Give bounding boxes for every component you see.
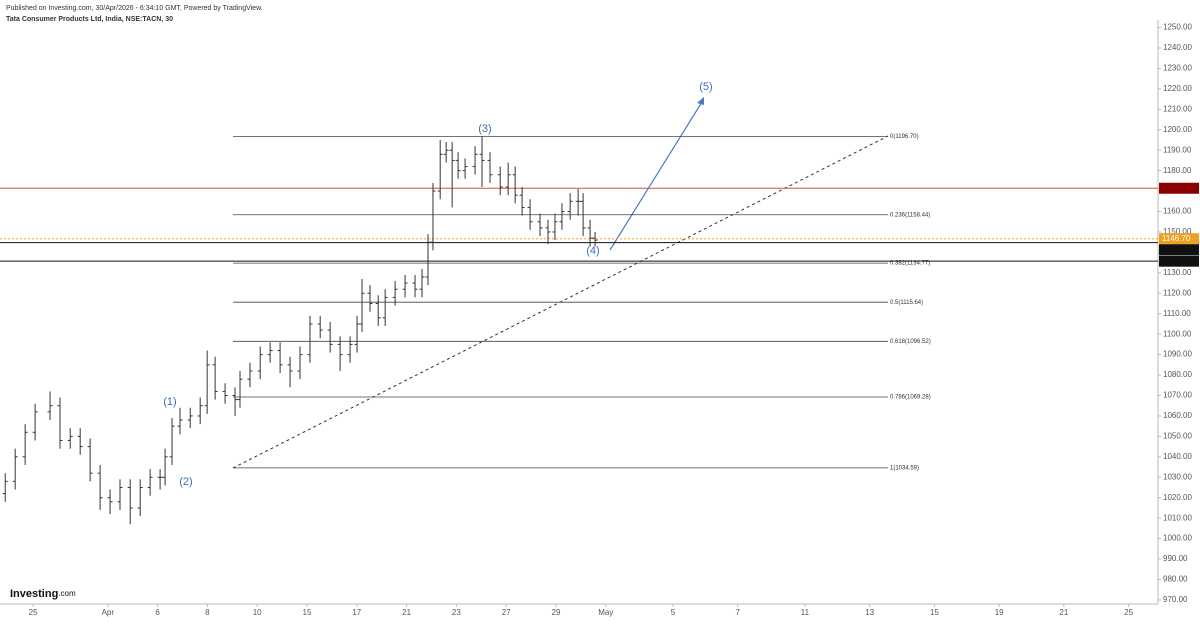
fib-label: 0.382(1134.77)	[890, 261, 930, 267]
y-tick-label: 1130.00	[1163, 268, 1192, 277]
price-box	[1159, 233, 1199, 245]
x-tick-label: 25	[1124, 608, 1133, 617]
fib-label: 0.786(1069.28)	[890, 395, 931, 401]
x-tick-label: May	[598, 608, 613, 617]
x-tick-label: 29	[552, 608, 561, 617]
y-tick-label: 1100.00	[1163, 329, 1192, 338]
y-tick-label: 1020.00	[1163, 493, 1192, 502]
y-tick-label: 1030.00	[1163, 472, 1192, 481]
y-tick-label: 1040.00	[1163, 452, 1192, 461]
y-tick-label: 1050.00	[1163, 431, 1192, 440]
x-tick-label: 21	[402, 608, 411, 617]
x-tick-label: 7	[735, 608, 740, 617]
logo: Investing.com	[10, 588, 76, 600]
y-tick-label: 1160.00	[1163, 207, 1192, 216]
fib-label: 1(1034.59)	[890, 465, 919, 471]
logo-brand: Investing	[10, 588, 58, 600]
x-tick-label: 17	[352, 608, 361, 617]
price-box-label: 1146.70	[1162, 234, 1191, 243]
fib-label: 0(1196.70)	[890, 134, 919, 140]
y-tick-label: 1230.00	[1163, 64, 1192, 73]
wave-label: (3)	[478, 123, 491, 135]
x-tick-label: 27	[502, 608, 511, 617]
y-tick-label: 1010.00	[1163, 513, 1192, 522]
y-tick-label: 1240.00	[1163, 43, 1192, 52]
wave-label: (2)	[179, 476, 192, 488]
logo-suffix: .com	[58, 589, 76, 598]
arrow-head	[697, 97, 704, 105]
fib-label: 0.236(1158.44)	[890, 212, 930, 218]
y-tick-label: 1180.00	[1163, 166, 1192, 175]
wave-label: (1)	[163, 396, 176, 408]
y-tick-label: 1150.00	[1163, 227, 1192, 236]
x-tick-label: 15	[930, 608, 939, 617]
fib-label: 0.5(1115.64)	[890, 300, 923, 306]
y-tick-label: 1250.00	[1163, 23, 1192, 32]
x-tick-label: 10	[253, 608, 262, 617]
y-tick-label: 1090.00	[1163, 350, 1192, 359]
y-tick-label: 1000.00	[1163, 534, 1192, 543]
symbol-title: Tata Consumer Products Ltd, India, NSE:T…	[6, 16, 173, 23]
y-tick-label: 1200.00	[1163, 125, 1192, 134]
y-tick-label: 1190.00	[1163, 145, 1192, 154]
published-note: Published on Investing.com, 30/Apr/2026 …	[6, 5, 263, 12]
y-tick-label: 1060.00	[1163, 411, 1192, 420]
x-tick-label: 15	[303, 608, 312, 617]
x-tick-label: 13	[865, 608, 874, 617]
y-tick-label: 1120.00	[1163, 288, 1192, 297]
y-tick-label: 980.00	[1163, 575, 1188, 584]
x-tick-label: 5	[671, 608, 676, 617]
x-tick-label: 25	[29, 608, 38, 617]
x-tick-label: 23	[452, 608, 461, 617]
x-tick-label: 19	[995, 608, 1004, 617]
y-tick-label: 1220.00	[1163, 84, 1192, 93]
wave-label: (5)	[699, 81, 712, 93]
fib-label: 0.618(1096.52)	[890, 339, 931, 345]
x-tick-label: 8	[205, 608, 210, 617]
x-tick-label: 21	[1059, 608, 1068, 617]
y-tick-label: 990.00	[1163, 554, 1188, 563]
price-box	[1159, 255, 1199, 267]
projection-arrow	[609, 101, 703, 251]
x-tick-label: Apr	[102, 608, 115, 617]
y-tick-label: 1080.00	[1163, 370, 1192, 379]
y-tick-label: 1070.00	[1163, 391, 1192, 400]
price-box	[1159, 244, 1199, 256]
price-box	[1159, 182, 1199, 194]
y-tick-label: 1110.00	[1163, 309, 1191, 318]
x-tick-label: 6	[155, 608, 160, 617]
x-tick-label: 11	[801, 608, 810, 617]
y-tick-label: 1210.00	[1163, 104, 1192, 113]
y-tick-label: 970.00	[1163, 595, 1188, 604]
wave-label: (4)	[586, 245, 599, 257]
